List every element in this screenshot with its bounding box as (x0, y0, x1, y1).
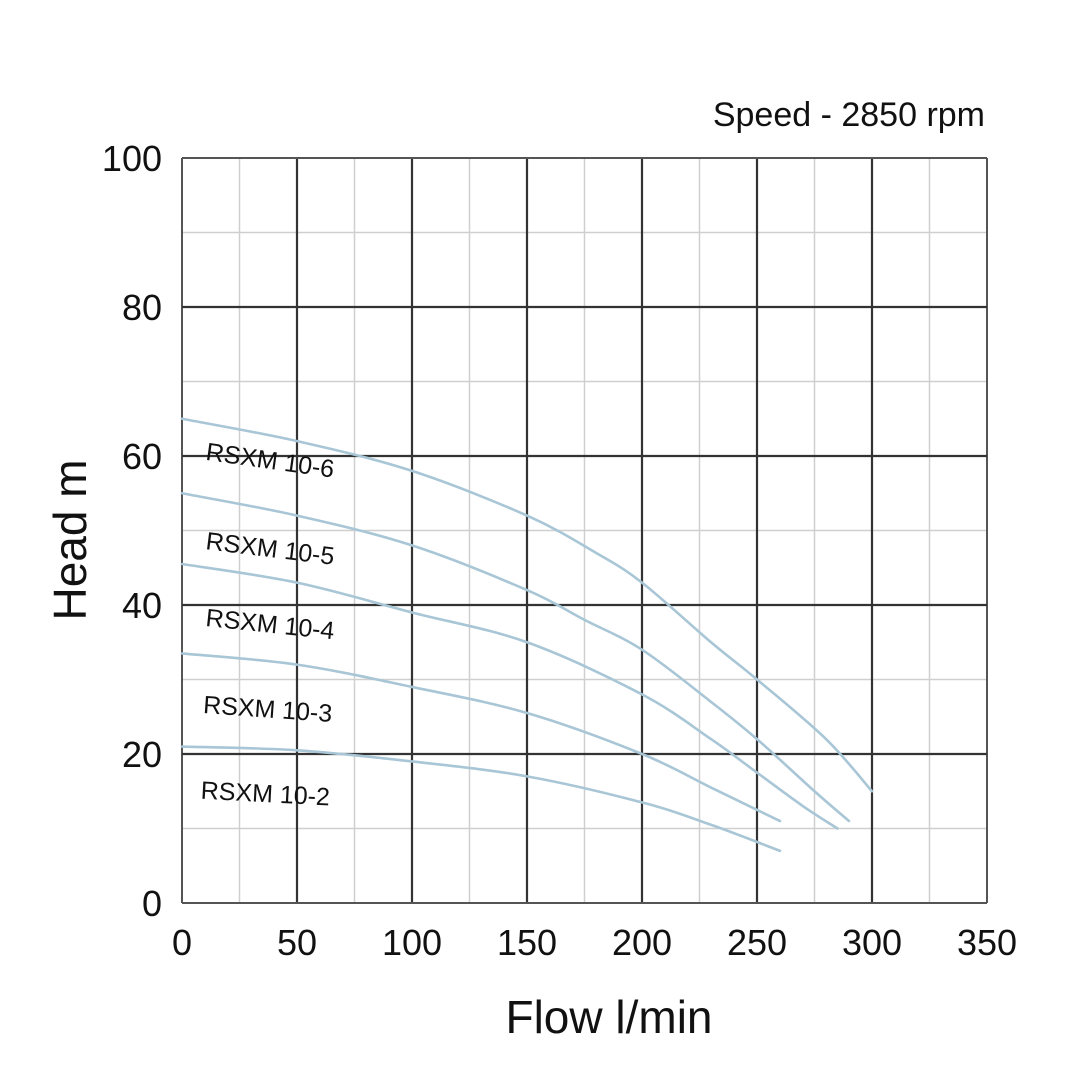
tick-labels: 0 50 100 150 200 250 300 350 0 20 40 60 80 100 (102, 138, 1017, 963)
x-tick-label: 350 (957, 922, 1017, 963)
series-label: RSXM 10-2 (200, 777, 331, 812)
x-tick-label: 250 (727, 922, 787, 963)
grid-minor (182, 158, 987, 903)
y-tick-label: 80 (122, 287, 162, 328)
y-tick-label: 40 (122, 585, 162, 626)
series-label: RSXM 10-5 (204, 527, 336, 571)
series-layer (180, 417, 874, 853)
y-tick-label: 0 (142, 883, 162, 924)
x-tick-label: 300 (842, 922, 902, 963)
y-tick-label: 100 (102, 138, 162, 179)
series-line-5 (180, 745, 782, 853)
x-tick-label: 100 (382, 922, 442, 963)
series-line-4 (180, 652, 782, 823)
x-tick-label: 200 (612, 922, 672, 963)
y-axis-label: Head m (44, 459, 96, 620)
series-label: RSXM 10-4 (204, 604, 336, 645)
y-tick-label: 20 (122, 734, 162, 775)
grid-major (181, 157, 988, 904)
chart-subtitle: Speed - 2850 rpm (713, 96, 985, 134)
x-axis-label: Flow l/min (505, 991, 712, 1043)
series-line-1 (180, 417, 874, 793)
series-line-2 (180, 491, 851, 823)
x-tick-label: 150 (497, 922, 557, 963)
x-tick-label: 50 (277, 922, 317, 963)
series-line-3 (180, 562, 839, 830)
series-label: RSXM 10-3 (202, 691, 333, 728)
x-tick-label: 0 (172, 922, 192, 963)
y-tick-label: 60 (122, 436, 162, 477)
